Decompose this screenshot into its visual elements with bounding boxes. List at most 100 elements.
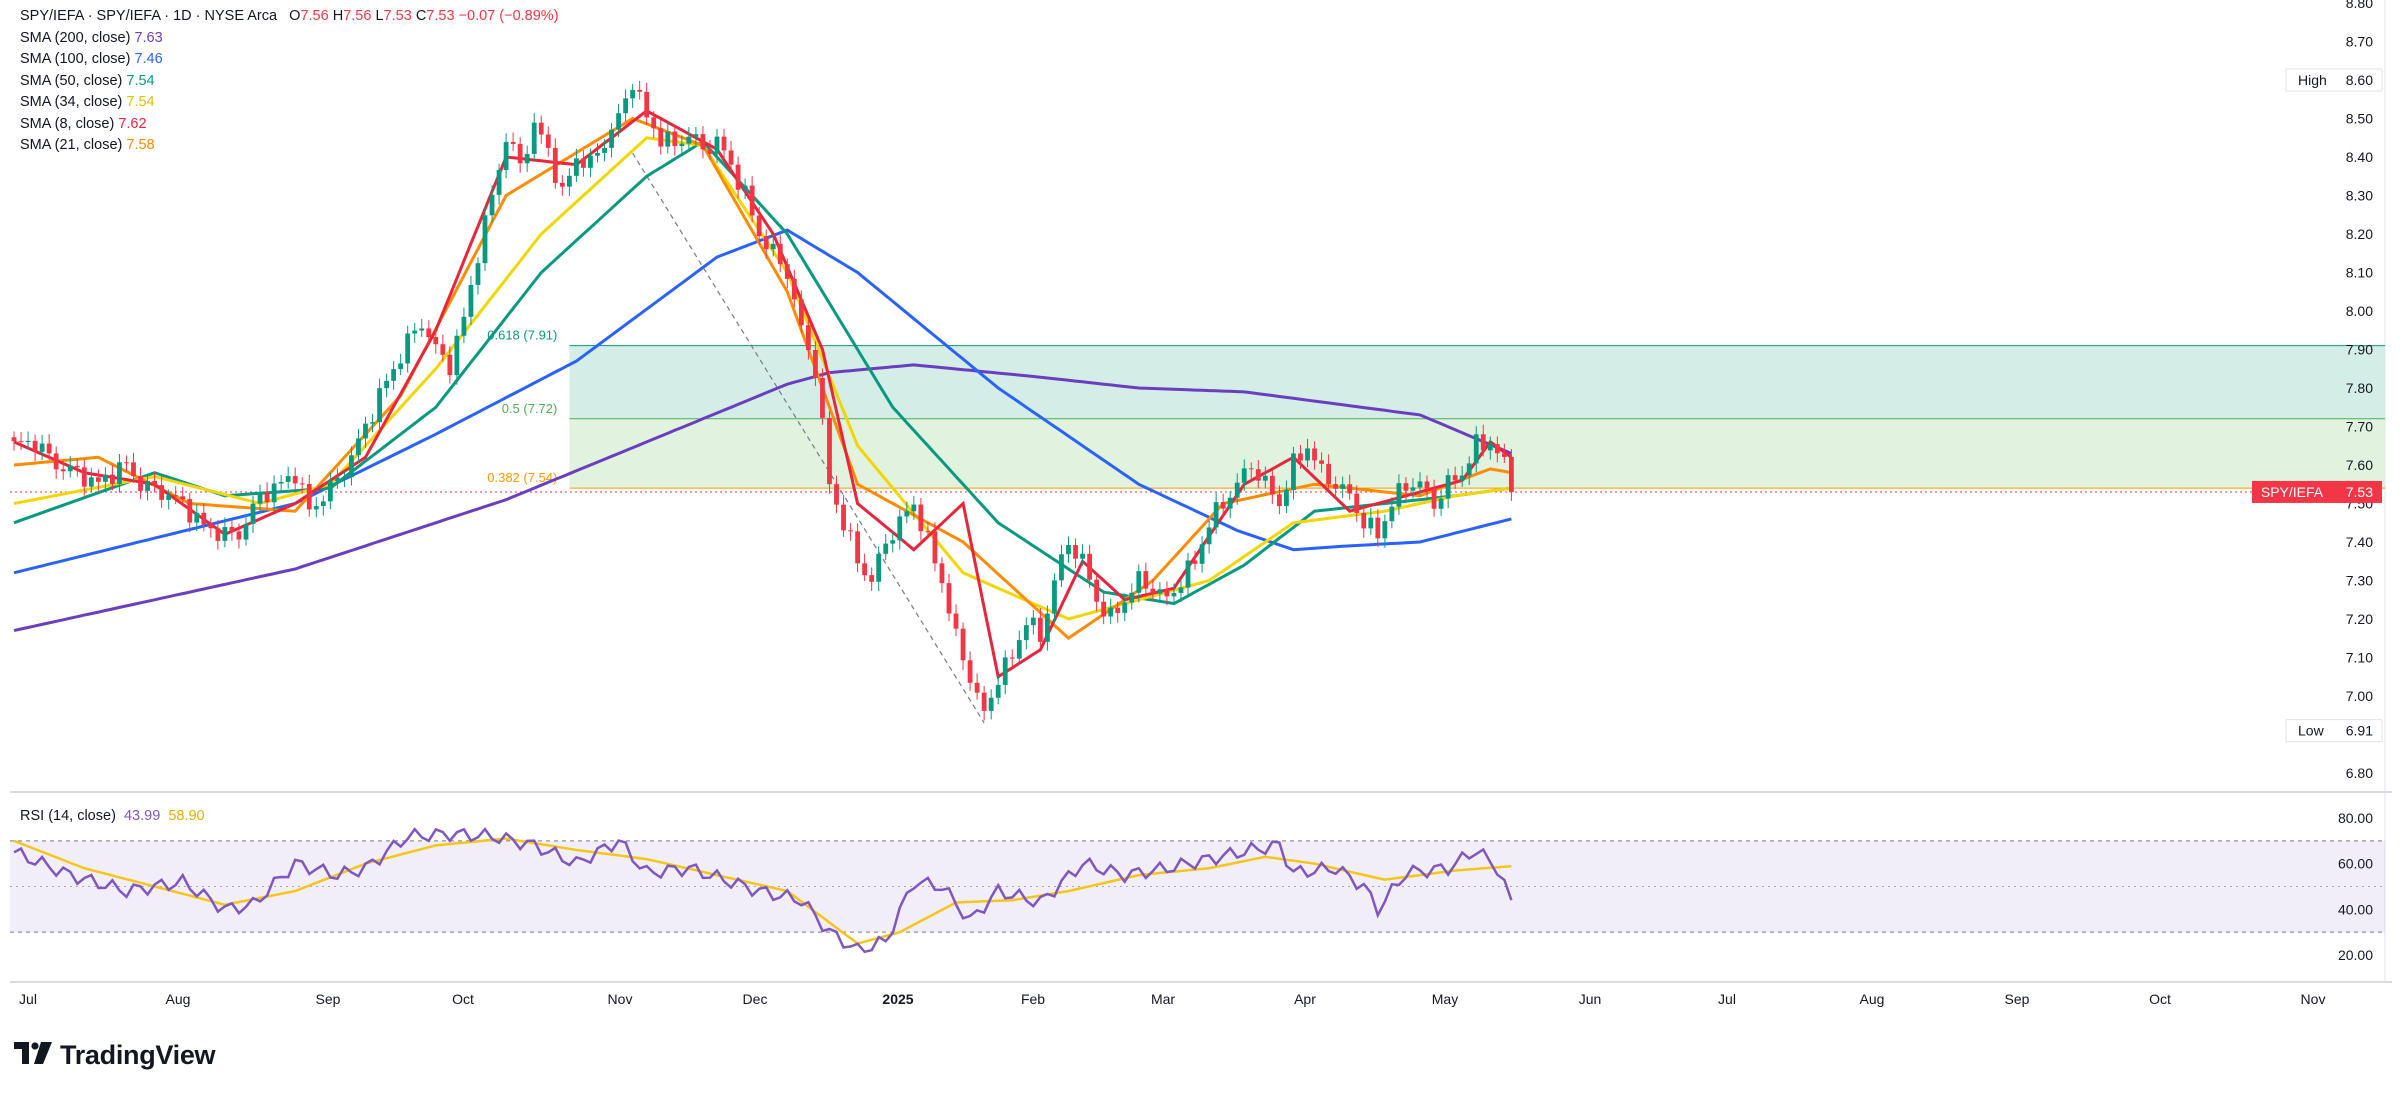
candle [299,477,305,494]
candle-body [25,440,31,443]
candle [1002,650,1008,695]
candle-body [391,369,397,381]
candle-body [616,113,621,130]
candle [749,176,755,223]
candle-body [187,499,193,523]
time-tick-label: Oct [452,991,474,1007]
candle [665,122,671,154]
candle [517,137,523,173]
fib-zone-upper [569,345,2385,419]
candle-body [672,131,678,147]
candle-body [1108,607,1114,617]
time-tick-label: 2025 [882,991,913,1007]
candle-body [1227,497,1233,509]
tradingview-logo[interactable]: TradingView [14,1040,216,1071]
sma21-legend[interactable]: SMA (21, close) 7.58 [20,137,155,153]
candle [60,460,66,480]
candle [145,474,150,501]
candle-body [370,422,375,424]
candle-body [995,684,1001,698]
candle-body [1241,468,1247,483]
candle-body [482,215,488,264]
sma50-legend[interactable]: SMA (50, close) 7.54 [20,72,155,89]
candle-body [32,440,38,452]
candle-body [1192,560,1198,564]
candle-body [1508,456,1514,492]
candle [313,497,319,518]
candle [1312,441,1317,470]
candle [138,467,143,500]
candle [1277,485,1282,515]
candle [574,148,579,183]
candle [278,475,284,493]
low-value: 7.53 [383,8,412,24]
candle-body [827,417,832,485]
candle-body [658,128,664,147]
candle [124,455,129,472]
candle-body [566,175,572,187]
candle [1438,489,1444,516]
rsi-legend[interactable]: RSI (14, close) 43.99 58.90 [20,808,205,824]
candle-body [1269,475,1275,495]
candle [320,495,326,516]
time-tick-label: Dec [743,991,768,1007]
candle-body [1382,521,1388,539]
candle [700,126,706,159]
candle-body [1122,602,1128,613]
candle [798,290,804,333]
candle [918,498,924,541]
candle [672,124,678,156]
candle [377,378,382,429]
open-value: 7.56 [300,8,329,24]
candle [1136,564,1142,603]
candle [447,346,453,384]
candle-body [1255,469,1261,481]
candle-body [152,480,157,486]
candle [1192,550,1198,570]
candle-body [1150,588,1156,594]
candle [384,373,389,398]
candle-body [798,299,804,326]
brand-name: TradingView [60,1040,216,1070]
sma34-line [13,136,1512,621]
candle-body [327,481,333,502]
change-value: −0.07 (−0.89%) [458,8,559,24]
candle-body [1333,484,1339,489]
candle-body [306,484,312,510]
candle [292,467,298,492]
candle [67,456,73,478]
candle [742,178,748,200]
candle [433,330,439,354]
candle [412,323,418,343]
candle [890,532,896,553]
sma100-legend[interactable]: SMA (100, close) 7.46 [20,51,163,67]
candle [1094,573,1100,612]
candle-body [665,131,671,147]
candle-body [447,354,453,376]
price-tick-label: 8.80 [2346,0,2373,11]
candle-body [756,215,762,237]
candle [39,434,45,461]
price-tick-label: 7.80 [2346,380,2373,396]
sma34-legend[interactable]: SMA (34, close) 7.54 [20,94,155,110]
price-tick-label: 7.60 [2346,457,2373,473]
low-marker-box [2285,719,2383,743]
candle-body [1347,484,1353,494]
open-label: O [289,8,301,24]
candle-body [1319,460,1324,464]
candle [1143,562,1149,598]
sma200-legend[interactable]: SMA (200, close) 7.63 [20,29,163,46]
candle [25,431,31,450]
candle-body [1101,601,1107,617]
candle [426,320,432,346]
time-tick-label: Mar [1151,991,1175,1007]
candle-body [981,692,987,711]
sma8-legend[interactable]: SMA (8, close) 7.62 [20,115,147,132]
price-tick-label: 8.40 [2346,149,2373,165]
candle-body [461,316,467,336]
candle-body [285,476,291,482]
candle-body [1066,544,1071,555]
candle-body [911,504,917,512]
candle-body [1445,475,1451,499]
